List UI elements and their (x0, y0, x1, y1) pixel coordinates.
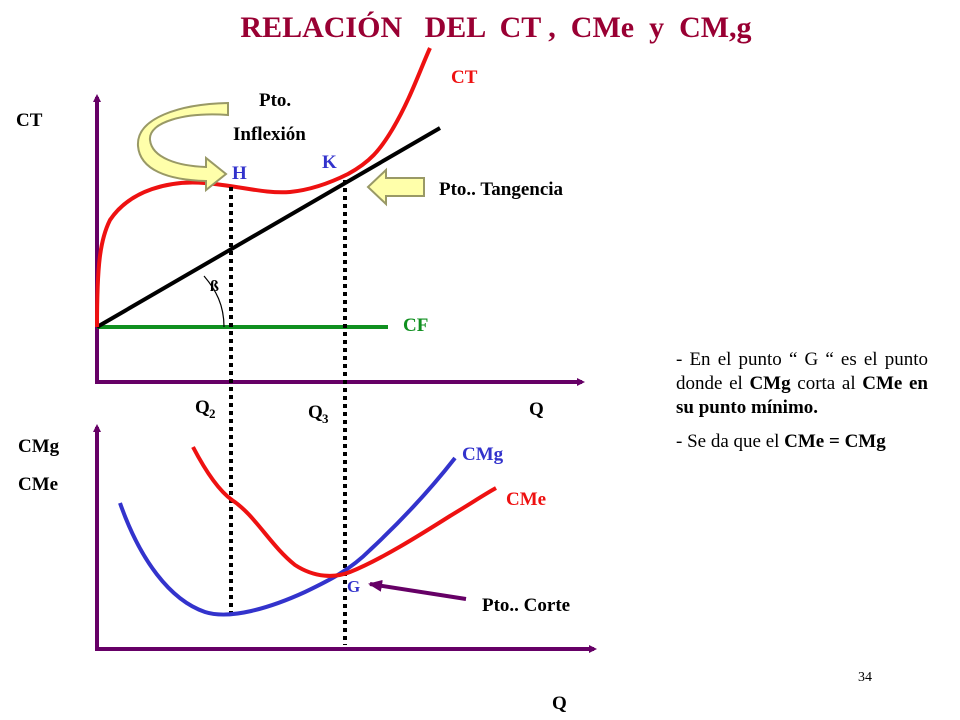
inflection-arrow-icon (136, 101, 229, 193)
angle-label: ß (210, 278, 219, 295)
q2-main: Q (195, 397, 210, 418)
inflection-label-line2: Inflexión (233, 124, 306, 145)
cme-axis-label: CMe (18, 474, 58, 495)
cme-curve-label: CMe (506, 489, 546, 510)
q2-label: Q 2 (195, 397, 216, 421)
explanation-paragraph-2: - Se da que el CMe = CMg (676, 430, 928, 454)
explanation-p2-a: - Se da que el (676, 431, 785, 452)
explanation-p1-d: CMe en su punto mínimo. (676, 373, 928, 418)
slide-title: RELACIÓN DEL CT , CMe y CM,g (240, 11, 751, 44)
explanation-text: - En el punto “ G “ es el punto donde el… (676, 348, 928, 464)
page-number: 34 (858, 670, 872, 685)
bottom-q-axis-label: Q (552, 693, 567, 714)
point-g-label: G (347, 577, 360, 596)
cmg-curve (118, 456, 457, 617)
ct-axis-label: CT (16, 110, 43, 131)
q2-subscript: 2 (209, 406, 216, 421)
point-k-label: K (322, 152, 337, 173)
tangency-arrow-icon (366, 167, 425, 207)
explanation-p1-a: - En el punto “ G “ es el punto donde el (676, 349, 928, 394)
ct-curve-label: CT (451, 67, 478, 88)
cf-label: CF (403, 315, 428, 336)
cme-curve (191, 446, 497, 578)
explanation-p1-c: corta al (790, 373, 863, 394)
ct-curve (95, 47, 432, 328)
explanation-p1-b: CMg (749, 373, 791, 394)
top-q-axis-label: Q (529, 399, 544, 420)
point-h-label: H (232, 163, 247, 184)
explanation-p2-b: CMe = CMg (784, 431, 886, 452)
angle-arc (203, 275, 225, 328)
inflection-label-line1: Pto. (259, 90, 291, 111)
cmg-curve-label: CMg (462, 444, 504, 465)
q3-label: Q 3 (308, 402, 329, 426)
cmg-axis-label: CMg (18, 436, 60, 457)
cut-pointer-arrow (368, 579, 467, 601)
explanation-paragraph-1: - En el punto “ G “ es el punto donde el… (676, 348, 928, 420)
tangent-ray (95, 126, 442, 329)
q3-subscript: 3 (322, 411, 329, 426)
q3-main: Q (308, 402, 323, 423)
cut-label: Pto.. Corte (482, 595, 570, 616)
tangency-label: Pto.. Tangencia (439, 179, 564, 200)
